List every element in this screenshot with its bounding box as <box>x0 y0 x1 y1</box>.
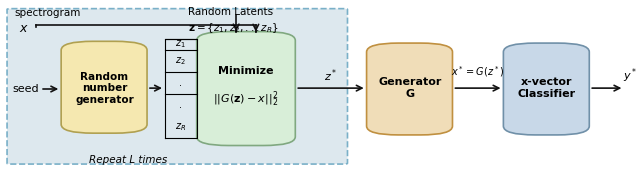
FancyBboxPatch shape <box>196 32 295 146</box>
Text: .: . <box>179 78 182 88</box>
Text: Minimize: Minimize <box>218 66 273 76</box>
Text: $z_R$: $z_R$ <box>175 122 186 133</box>
Text: $z_1$: $z_1$ <box>175 39 186 50</box>
Text: seed: seed <box>12 84 39 94</box>
FancyBboxPatch shape <box>61 41 147 133</box>
Text: spectrogram: spectrogram <box>15 8 81 18</box>
Text: x: x <box>20 22 27 35</box>
Text: $||G(\mathbf{z}) - x||_2^2$: $||G(\mathbf{z}) - x||_2^2$ <box>213 90 278 109</box>
Text: Generator
G: Generator G <box>378 77 442 99</box>
Text: Random
number
generator: Random number generator <box>75 72 134 105</box>
Text: $y^*$: $y^*$ <box>623 66 638 85</box>
FancyBboxPatch shape <box>504 43 589 135</box>
Text: Random Latents: Random Latents <box>188 7 273 17</box>
FancyBboxPatch shape <box>7 9 348 164</box>
Text: .: . <box>179 100 182 110</box>
Text: $z_2$: $z_2$ <box>175 55 186 67</box>
Text: $\mathbf{z} = \{z_1, z_2,...z_R\}$: $\mathbf{z} = \{z_1, z_2,...z_R\}$ <box>188 21 279 35</box>
Text: x-vector
Classifier: x-vector Classifier <box>518 77 576 99</box>
Text: $x^* = G(z^*)$: $x^* = G(z^*)$ <box>451 64 504 79</box>
Text: $z^*$: $z^*$ <box>324 67 338 84</box>
Text: Repeat L times: Repeat L times <box>89 155 167 165</box>
FancyBboxPatch shape <box>367 43 452 135</box>
